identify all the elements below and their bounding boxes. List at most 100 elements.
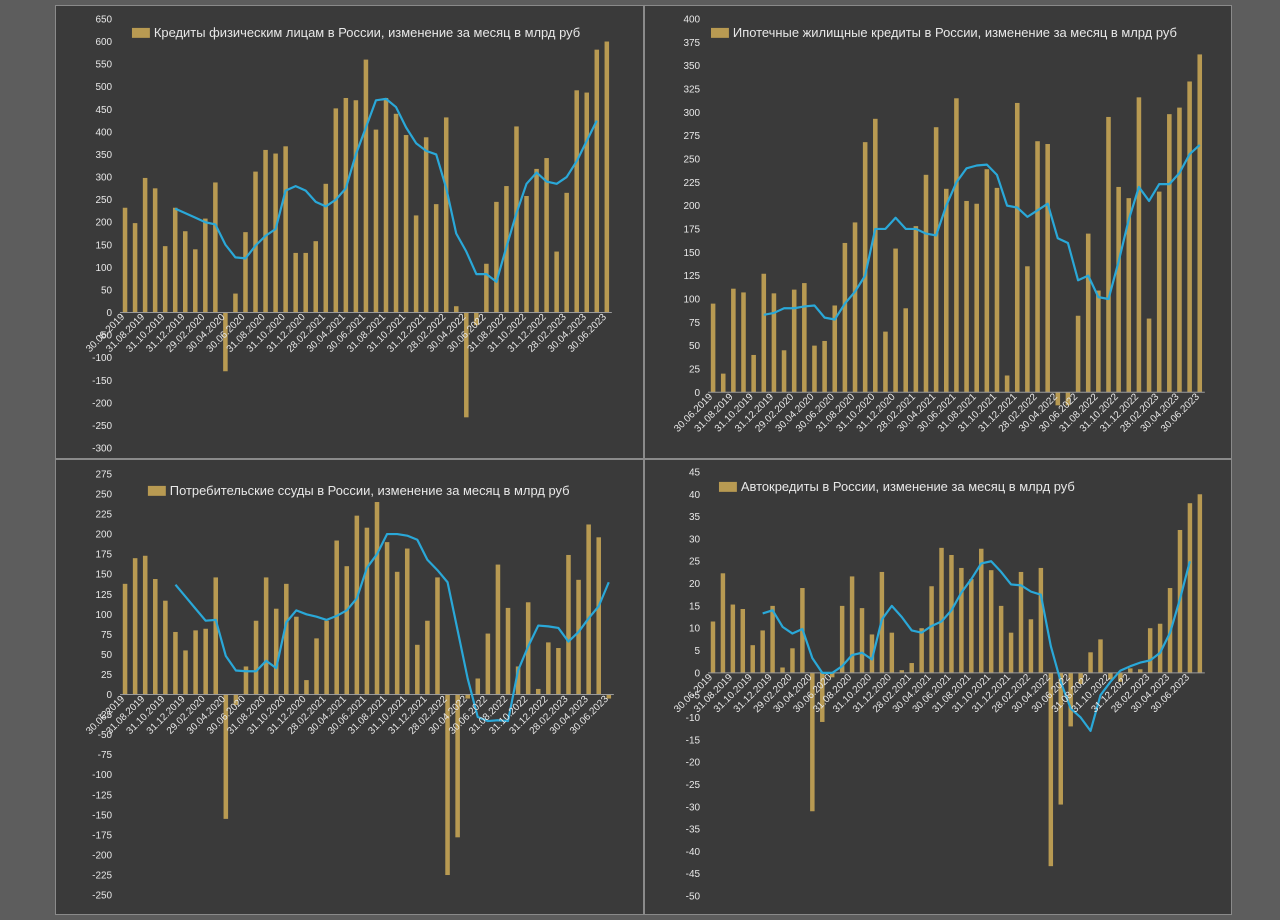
bar	[710, 303, 716, 393]
bar	[832, 305, 838, 393]
bar	[253, 171, 258, 313]
y-tick-label: 75	[689, 318, 701, 329]
legend-label: Ипотечные жилищные кредиты в России, изм…	[733, 25, 1177, 40]
bar	[606, 694, 612, 699]
bar	[829, 672, 835, 678]
bar	[233, 293, 238, 313]
y-tick-label: 500	[95, 82, 112, 93]
bar	[1065, 392, 1071, 406]
bar	[273, 153, 278, 313]
y-tick-label: 150	[95, 570, 112, 581]
bar	[1048, 672, 1054, 867]
bars	[710, 54, 1203, 406]
y-tick-label: 35	[689, 512, 701, 523]
bar	[842, 242, 848, 393]
bar	[1197, 54, 1203, 393]
bar	[554, 251, 559, 313]
trend-line	[762, 560, 1191, 733]
bar	[435, 577, 440, 695]
bar	[162, 246, 168, 313]
bar	[344, 566, 350, 695]
bar	[869, 634, 875, 673]
y-tick-label: -150	[92, 810, 112, 821]
y-tick-label: 0	[107, 690, 113, 701]
y-tick-label: 200	[683, 201, 700, 212]
y-tick-label: 650	[95, 14, 112, 25]
bar	[574, 90, 579, 313]
bar	[403, 135, 409, 313]
bar	[173, 631, 178, 695]
y-tick-label: 600	[95, 37, 112, 48]
bar	[1156, 191, 1162, 393]
bar	[822, 340, 827, 393]
bar	[433, 204, 439, 313]
bar	[464, 312, 469, 418]
bar	[373, 129, 379, 313]
bar	[284, 583, 289, 695]
bar	[203, 628, 208, 695]
bar	[770, 605, 775, 673]
bar	[919, 628, 924, 673]
chart-svg: 0 25 50 75 100 125 150 175 200 225 250 275 300 325 350…	[672, 14, 1205, 435]
bar	[586, 524, 591, 695]
trend-line	[174, 532, 610, 723]
y-tick-label: 350	[683, 61, 700, 72]
bar	[1035, 141, 1040, 393]
y-tick-label: 450	[95, 105, 112, 116]
y-tick-label: -225	[92, 871, 112, 882]
y-tick-label: 175	[95, 550, 112, 561]
bar	[576, 579, 581, 695]
bar	[294, 616, 299, 695]
trend-line	[763, 144, 1201, 321]
bar	[1068, 672, 1073, 727]
bar	[730, 604, 736, 673]
bar	[213, 577, 219, 695]
bar	[475, 678, 481, 695]
bar	[964, 200, 969, 393]
trend-line	[174, 97, 598, 283]
y-tick-label: -30	[686, 802, 701, 813]
bar	[899, 670, 905, 673]
bar	[423, 137, 429, 313]
bar	[933, 127, 939, 393]
bar	[374, 502, 380, 695]
bar	[495, 564, 501, 695]
chart-svg: -50-45-40-35-30-25-20-15-10-505101520253…	[672, 467, 1205, 903]
bar	[810, 672, 815, 812]
bar	[566, 554, 571, 695]
bar	[505, 607, 511, 695]
bar	[313, 241, 318, 313]
bar	[1096, 290, 1101, 393]
bar	[790, 648, 795, 673]
bar	[163, 600, 168, 695]
bar	[984, 169, 990, 393]
bar	[731, 288, 736, 393]
y-tick-label: 100	[95, 610, 112, 621]
bar	[720, 373, 726, 393]
bar	[334, 540, 339, 695]
bar	[596, 537, 601, 695]
bar	[183, 650, 188, 695]
bar	[354, 515, 360, 695]
y-tick-label: 250	[95, 195, 112, 206]
bar	[929, 586, 934, 673]
bar	[1098, 639, 1103, 673]
legend-swatch	[147, 485, 166, 496]
y-tick-label: 45	[689, 467, 701, 478]
bar	[443, 117, 449, 313]
y-tick-label: 150	[683, 248, 700, 259]
bar	[243, 232, 248, 313]
bar	[425, 620, 430, 695]
bar	[1055, 392, 1061, 406]
bar	[1116, 186, 1121, 393]
y-tick-label: -150	[92, 376, 112, 387]
legend: Ипотечные жилищные кредиты в России, изм…	[711, 25, 1177, 40]
bar	[293, 252, 298, 313]
bar	[485, 633, 491, 695]
bar	[923, 174, 929, 393]
y-tick-label: 10	[689, 624, 701, 635]
bar	[903, 308, 909, 393]
y-tick-label: 250	[683, 154, 700, 165]
y-tick-label: 150	[95, 240, 112, 251]
bar	[465, 694, 470, 699]
